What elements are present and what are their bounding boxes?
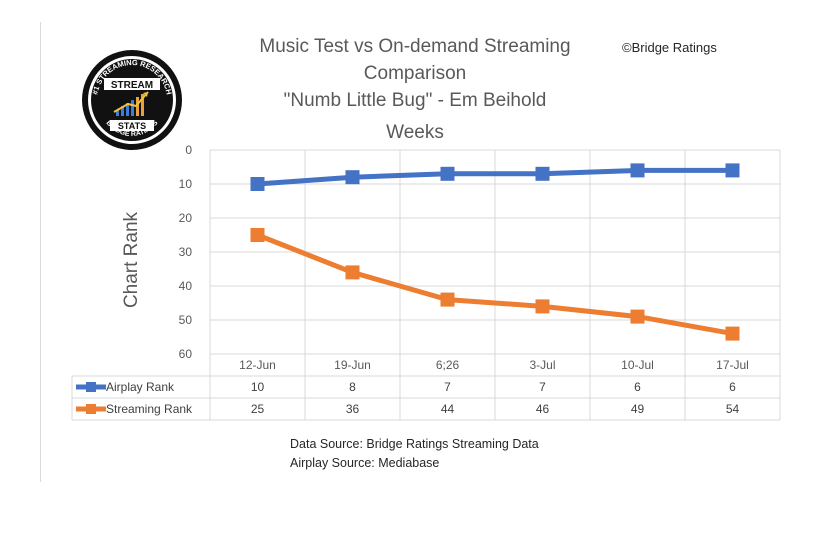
x-axis-title: Weeks: [386, 122, 444, 143]
copyright-notice: ©Bridge Ratings: [622, 40, 717, 55]
table-value: 7: [444, 380, 451, 394]
data-point-marker: [725, 326, 740, 341]
x-tick-label: 3-Jul: [529, 358, 555, 372]
logo-stats-word: STATS: [118, 121, 146, 131]
table-value: 46: [536, 402, 550, 416]
chart-title-line-3: "Numb Little Bug" - Em Beihold: [283, 90, 547, 111]
legend-key-marker: [86, 382, 96, 392]
x-tick-label: 17-Jul: [716, 358, 749, 372]
data-point-marker: [630, 163, 645, 178]
y-tick-labels: 0 10 20 30 40 50 60: [179, 143, 193, 361]
data-point-marker: [440, 292, 455, 307]
chart-title-line-2: Comparison: [363, 63, 467, 84]
series-line: [256, 232, 733, 337]
y-tick-label: 10: [179, 177, 193, 191]
footer-airplay-source: Airplay Source: Mediabase: [290, 456, 440, 470]
footer-data-source: Data Source: Bridge Ratings Streaming Da…: [290, 437, 539, 451]
y-tick-label: 60: [179, 347, 193, 361]
data-point-marker: [725, 163, 740, 178]
gridlines: [71, 149, 781, 421]
data-point-marker: [535, 299, 550, 314]
table-value: 6: [634, 380, 641, 394]
table-value: 10: [251, 380, 265, 394]
table-value: 49: [631, 402, 645, 416]
table-value: 54: [726, 402, 740, 416]
x-tick-label: 19-Jun: [334, 358, 371, 372]
data-table: 12-Jun 19-Jun 6;26 3-Jul 10-Jul 17-Jul Airplay…: [76, 358, 749, 416]
left-border-rule: [40, 22, 41, 482]
y-tick-label: 50: [179, 313, 193, 327]
x-tick-label: 6;26: [436, 358, 460, 372]
data-point-marker: [440, 166, 455, 181]
series-line: [257, 167, 733, 187]
table-value: 7: [539, 380, 546, 394]
table-value: 44: [441, 402, 455, 416]
y-tick-label: 0: [185, 143, 192, 157]
table-value: 8: [349, 380, 356, 394]
series-lines: [250, 163, 740, 341]
table-value: 25: [251, 402, 265, 416]
legend-label: Streaming Rank: [106, 402, 193, 416]
data-point-marker: [250, 228, 265, 242]
data-point-marker: [345, 170, 360, 185]
x-tick-label: 12-Jun: [239, 358, 276, 372]
chart-title-line-1: Music Test vs On-demand Streaming: [259, 36, 571, 57]
data-point-marker: [535, 166, 550, 181]
x-tick-label: 10-Jul: [621, 358, 654, 372]
y-tick-label: 20: [179, 211, 193, 225]
legend-key-marker: [86, 404, 96, 414]
data-point-marker: [345, 265, 360, 280]
data-point-marker: [630, 309, 645, 324]
table-value: 36: [346, 402, 360, 416]
y-tick-label: 40: [179, 279, 193, 293]
y-tick-label: 30: [179, 245, 193, 259]
legend-label: Airplay Rank: [106, 380, 175, 394]
data-point-marker: [250, 177, 265, 191]
table-value: 6: [729, 380, 736, 394]
stream-stats-logo: #1 STREAMING RESEARCH BRIDGE RATINGS STR…: [80, 48, 184, 157]
logo-stream-word: STREAM: [111, 80, 153, 91]
